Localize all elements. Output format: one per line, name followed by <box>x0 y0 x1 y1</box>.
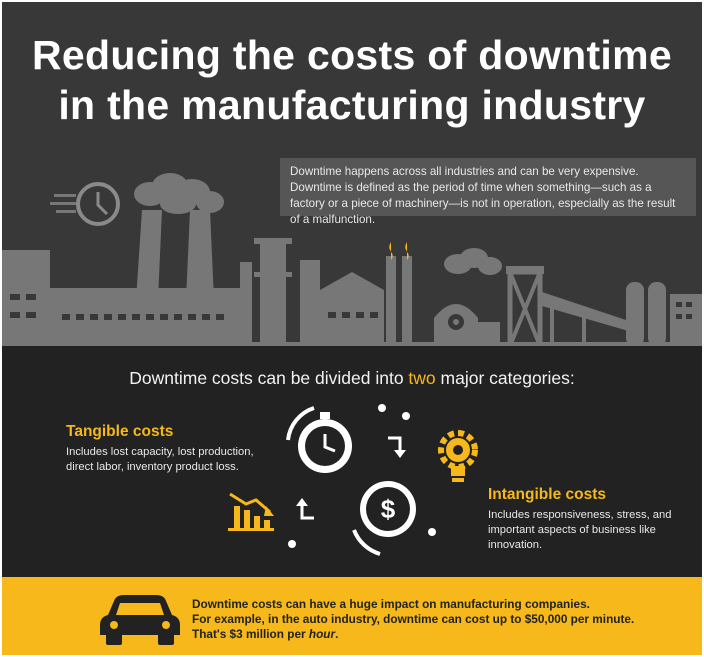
intangible-costs-title: Intangible costs <box>488 486 606 503</box>
header-section: Reducing the costs of downtime in the ma… <box>2 2 702 346</box>
title-line-1: Reducing the costs of downtime <box>32 32 672 78</box>
impact-line-3: That's $3 million per hour. <box>192 627 692 642</box>
categories-section: Downtime costs can be divided into two m… <box>2 346 702 577</box>
categories-heading: Downtime costs can be divided into two m… <box>2 368 702 389</box>
car-icon <box>100 595 180 645</box>
impact-line-2: For example, in the auto industry, downt… <box>192 612 635 626</box>
tangible-costs-description: Includes lost capacity, lost production,… <box>66 446 254 473</box>
lightbulb-gear-icon <box>438 430 478 482</box>
intangible-costs-description: Includes responsiveness, stress, and imp… <box>488 509 672 551</box>
impact-line-3-emphasis: hour <box>308 627 336 641</box>
categories-highlight: two <box>408 368 436 388</box>
tangible-costs-title: Tangible costs <box>66 423 174 440</box>
intro-text: Downtime happens across all industries a… <box>280 158 696 226</box>
categories-after: major categories: <box>435 368 575 388</box>
svg-text:$: $ <box>381 494 396 524</box>
stopwatch-icon <box>286 406 352 473</box>
title-line-2: in the manufacturing industry <box>58 82 646 128</box>
dollar-coin-icon: $ <box>352 481 416 556</box>
impact-line-3-after: . <box>335 627 339 641</box>
categories-before: Downtime costs can be divided into <box>129 368 409 388</box>
page-title: Reducing the costs of downtime in the ma… <box>2 30 702 130</box>
cost-cycle-graphic: $ <box>228 404 478 556</box>
impact-line-1: Downtime costs can have a huge impact on… <box>192 597 590 611</box>
impact-text: Downtime costs can have a huge impact on… <box>192 597 692 642</box>
factory-skyline-icon <box>2 173 702 346</box>
impact-banner: Downtime costs can have a huge impact on… <box>2 577 702 655</box>
declining-chart-icon <box>228 492 274 531</box>
impact-line-3-before: That's $3 million per <box>192 627 309 641</box>
